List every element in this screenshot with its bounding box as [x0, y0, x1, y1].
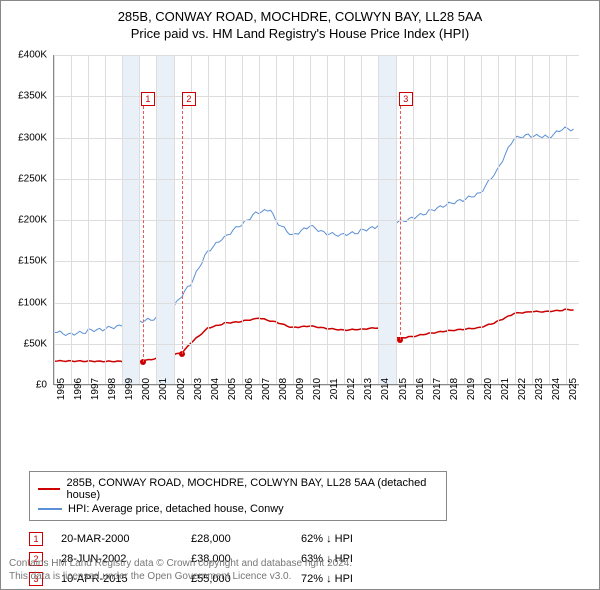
- grid-line-v: [276, 55, 277, 384]
- grid-line-v: [515, 55, 516, 384]
- grid-line-v: [464, 55, 465, 384]
- grid-line-v: [310, 55, 311, 384]
- sale-marker-line: [182, 106, 183, 354]
- grid-line-v: [122, 55, 123, 384]
- grid-line-v: [88, 55, 89, 384]
- y-axis-label: £100K: [18, 297, 47, 308]
- chart-legend: 285B, CONWAY ROAD, MOCHDRE, COLWYN BAY, …: [29, 471, 447, 521]
- grid-line-v: [396, 55, 397, 384]
- grid-line-v: [430, 55, 431, 384]
- grid-line-h: [54, 261, 579, 262]
- grid-line-v: [549, 55, 550, 384]
- y-axis-label: £150K: [18, 256, 47, 267]
- sale-marker-box: 2: [182, 92, 196, 106]
- sale-date: 20-MAR-2000: [61, 533, 191, 545]
- grid-line-v: [54, 55, 55, 384]
- grid-line-v: [566, 55, 567, 384]
- sale-price: £28,000: [191, 533, 301, 545]
- footer-line-1: Contains HM Land Registry data © Crown c…: [9, 557, 352, 570]
- grid-line-v: [293, 55, 294, 384]
- chart-title: 285B, CONWAY ROAD, MOCHDRE, COLWYN BAY, …: [9, 9, 591, 24]
- legend-label: HPI: Average price, detached house, Conw…: [68, 503, 284, 515]
- sale-marker-box: 3: [399, 92, 413, 106]
- grid-line-v: [225, 55, 226, 384]
- grid-line-v: [361, 55, 362, 384]
- grid-line-v: [378, 55, 379, 384]
- grid-line-v: [447, 55, 448, 384]
- chart-subtitle: Price paid vs. HM Land Registry's House …: [9, 26, 591, 41]
- sale-marker-line: [400, 106, 401, 340]
- legend-row: HPI: Average price, detached house, Conw…: [38, 502, 438, 516]
- grid-line-v: [259, 55, 260, 384]
- grid-line-v: [105, 55, 106, 384]
- y-axis-label: £200K: [18, 215, 47, 226]
- grid-line-h: [54, 344, 579, 345]
- y-axis-label: £400K: [18, 50, 47, 61]
- grid-line-v: [174, 55, 175, 384]
- grid-line-h: [54, 179, 579, 180]
- grid-line-h: [54, 303, 579, 304]
- footer-line-2: This data is licensed under the Open Gov…: [9, 570, 352, 583]
- legend-row: 285B, CONWAY ROAD, MOCHDRE, COLWYN BAY, …: [38, 476, 438, 502]
- x-axis-label: 2025: [568, 378, 600, 400]
- y-axis-label: £350K: [18, 91, 47, 102]
- sale-delta: 62% ↓ HPI: [301, 533, 591, 545]
- grid-line-v: [481, 55, 482, 384]
- legend-swatch: [38, 508, 62, 510]
- grid-line-v: [344, 55, 345, 384]
- sale-marker-box: 1: [141, 92, 155, 106]
- grid-line-v: [498, 55, 499, 384]
- y-axis-label: £50K: [24, 338, 47, 349]
- sale-marker-line: [143, 106, 144, 362]
- legend-swatch: [38, 488, 60, 490]
- chart-container: 285B, CONWAY ROAD, MOCHDRE, COLWYN BAY, …: [0, 0, 600, 590]
- grid-line-h: [54, 55, 579, 56]
- grid-line-h: [54, 96, 579, 97]
- y-axis-label: £300K: [18, 132, 47, 143]
- grid-line-v: [532, 55, 533, 384]
- y-axis-label: £250K: [18, 173, 47, 184]
- grid-line-v: [156, 55, 157, 384]
- sale-index-box: 1: [29, 532, 43, 546]
- footer-text: Contains HM Land Registry data © Crown c…: [9, 557, 352, 583]
- chart-area: 1 2 3 £0 £50K £100K £150K £200K £250K £300K £350K…: [15, 49, 585, 429]
- chart-plot: 1 2 3: [53, 55, 579, 385]
- grid-line-v: [208, 55, 209, 384]
- grid-line-h: [54, 220, 579, 221]
- grid-line-v: [71, 55, 72, 384]
- y-axis-label: £0: [36, 380, 47, 391]
- sale-row: 1 20-MAR-2000£28,00062% ↓ HPI: [29, 529, 591, 549]
- grid-line-v: [327, 55, 328, 384]
- grid-line-h: [54, 138, 579, 139]
- legend-label: 285B, CONWAY ROAD, MOCHDRE, COLWYN BAY, …: [66, 477, 438, 501]
- grid-line-v: [242, 55, 243, 384]
